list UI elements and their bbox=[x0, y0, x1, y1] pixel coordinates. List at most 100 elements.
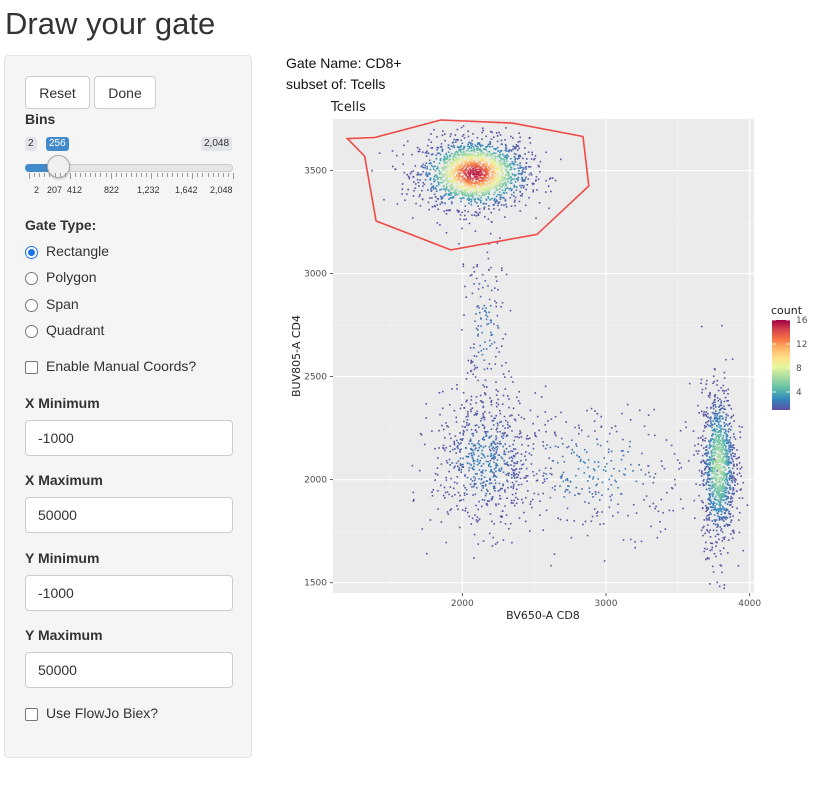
data-point bbox=[713, 466, 716, 469]
data-point bbox=[716, 441, 719, 443]
data-point bbox=[437, 457, 439, 459]
y-min-input[interactable] bbox=[25, 575, 233, 611]
data-point bbox=[487, 150, 489, 153]
data-point bbox=[473, 347, 475, 349]
data-point bbox=[714, 441, 716, 443]
data-point bbox=[482, 182, 484, 185]
data-point bbox=[468, 462, 471, 465]
data-point bbox=[709, 499, 712, 502]
reset-button[interactable]: Reset bbox=[25, 76, 90, 109]
data-point bbox=[499, 521, 502, 523]
data-point bbox=[717, 460, 720, 463]
data-point bbox=[456, 189, 458, 192]
data-point bbox=[422, 185, 424, 187]
data-point bbox=[509, 197, 512, 199]
data-point bbox=[583, 448, 586, 451]
data-point bbox=[494, 443, 497, 446]
data-point bbox=[622, 438, 624, 441]
data-point bbox=[723, 443, 726, 446]
data-point bbox=[525, 188, 527, 191]
data-point bbox=[532, 471, 534, 473]
manual-coords-checkbox[interactable] bbox=[25, 361, 38, 374]
data-point bbox=[515, 496, 517, 499]
data-point bbox=[570, 536, 573, 539]
data-point bbox=[728, 524, 730, 526]
data-point bbox=[524, 455, 526, 457]
data-point bbox=[469, 168, 471, 170]
data-point bbox=[477, 449, 480, 451]
data-point bbox=[448, 166, 451, 168]
data-point bbox=[727, 524, 729, 526]
data-point bbox=[746, 504, 749, 506]
data-point bbox=[705, 452, 707, 454]
data-point bbox=[501, 487, 503, 490]
data-point bbox=[535, 435, 537, 438]
data-point bbox=[495, 389, 498, 391]
slider-tick bbox=[49, 173, 51, 177]
data-point bbox=[445, 165, 447, 168]
gate-polygon[interactable] bbox=[345, 119, 590, 251]
data-point bbox=[485, 483, 487, 486]
data-point bbox=[485, 175, 487, 178]
data-point bbox=[460, 471, 462, 473]
data-point bbox=[474, 164, 477, 166]
data-point bbox=[450, 167, 452, 169]
x-min-input[interactable] bbox=[25, 420, 233, 456]
data-point bbox=[725, 487, 728, 489]
data-point bbox=[467, 157, 470, 159]
data-point bbox=[599, 444, 602, 447]
y-max-input[interactable] bbox=[25, 652, 233, 688]
data-point bbox=[708, 519, 711, 521]
data-point bbox=[617, 486, 619, 489]
bins-slider-handle[interactable] bbox=[47, 155, 70, 178]
x-max-input[interactable] bbox=[25, 497, 233, 533]
data-point bbox=[707, 498, 709, 501]
data-point bbox=[448, 198, 450, 200]
data-point bbox=[428, 172, 430, 174]
data-point bbox=[447, 209, 450, 212]
data-point bbox=[484, 166, 487, 168]
data-point bbox=[513, 418, 516, 420]
data-point bbox=[596, 412, 599, 415]
data-point bbox=[505, 150, 508, 152]
flowjo-biex-checkbox[interactable] bbox=[25, 708, 38, 721]
data-point bbox=[509, 415, 511, 417]
data-point bbox=[722, 483, 725, 486]
data-point bbox=[708, 458, 710, 461]
data-point bbox=[449, 450, 451, 453]
data-point bbox=[703, 519, 706, 521]
done-button[interactable]: Done bbox=[94, 76, 156, 109]
data-point bbox=[715, 495, 717, 498]
radio-span[interactable] bbox=[25, 299, 38, 312]
radio-rectangle[interactable] bbox=[25, 246, 38, 259]
data-point bbox=[490, 159, 492, 162]
legend-colorbar bbox=[772, 320, 790, 410]
data-point bbox=[723, 442, 726, 445]
data-point bbox=[499, 412, 502, 415]
data-point bbox=[442, 167, 444, 169]
data-point bbox=[653, 476, 655, 479]
radio-quadrant[interactable] bbox=[25, 325, 38, 338]
data-point bbox=[510, 150, 513, 152]
data-point bbox=[517, 498, 519, 500]
data-point bbox=[597, 511, 599, 513]
radio-polygon[interactable] bbox=[25, 272, 38, 285]
data-point bbox=[716, 503, 718, 505]
data-point bbox=[485, 187, 487, 189]
data-point bbox=[473, 154, 476, 156]
radio-polygon-label: Polygon bbox=[46, 269, 97, 285]
data-point bbox=[462, 151, 465, 154]
data-point bbox=[507, 171, 509, 173]
data-point bbox=[468, 202, 470, 204]
data-point bbox=[464, 510, 467, 512]
data-point bbox=[492, 485, 495, 488]
data-point bbox=[497, 403, 500, 406]
data-point bbox=[513, 195, 515, 197]
data-point bbox=[731, 477, 734, 480]
data-point bbox=[703, 478, 705, 481]
data-point bbox=[510, 450, 512, 452]
data-point bbox=[475, 168, 478, 171]
data-point bbox=[729, 504, 731, 506]
data-point bbox=[560, 475, 563, 478]
